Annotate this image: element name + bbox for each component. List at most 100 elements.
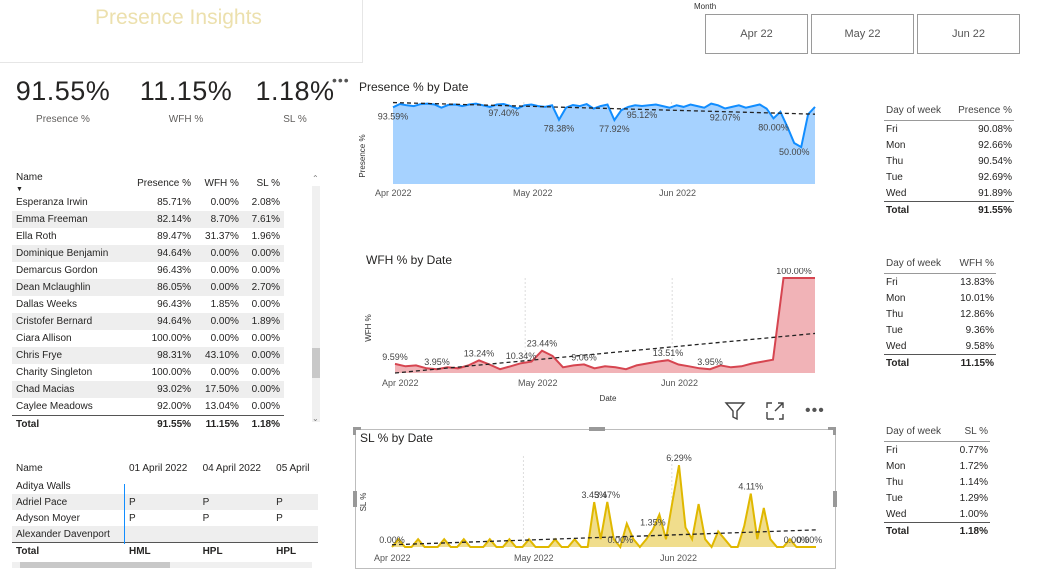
- matrix-cell: Alexander Davenport: [12, 526, 125, 543]
- dow-cell: Mon: [886, 460, 906, 472]
- hscrollbar-thumb[interactable]: [20, 562, 170, 568]
- matrix-header-name[interactable]: Name: [16, 462, 43, 474]
- employee-row[interactable]: Cristofer Bernard 94.64% 0.00% 1.89%: [12, 313, 284, 330]
- scroll-down-icon[interactable]: ⌄: [312, 414, 319, 423]
- employee-row[interactable]: Demarcus Gordon 96.43% 0.00% 0.00%: [12, 262, 284, 279]
- dow-wfh-header-value[interactable]: WFH %: [951, 253, 996, 274]
- employee-row[interactable]: Caylee Meadows 92.00% 13.04% 0.00%: [12, 398, 284, 416]
- dow-total-cell: 1.18%: [952, 522, 990, 539]
- dow-row[interactable]: Fri 90.08%: [884, 121, 1014, 138]
- resize-handle-top[interactable]: [589, 427, 605, 431]
- employee-cell: 0.00%: [210, 367, 239, 378]
- matrix-row[interactable]: Adyson Moyer P P P: [12, 510, 318, 526]
- scroll-up-icon[interactable]: ⌃: [312, 174, 319, 183]
- dow-sl-header-value[interactable]: SL %: [952, 421, 990, 442]
- employee-row[interactable]: Chad Macias 93.02% 17.50% 0.00%: [12, 381, 284, 398]
- employee-row[interactable]: Dean Mclaughlin 86.05% 0.00% 2.70%: [12, 279, 284, 296]
- employee-cell: 13.04%: [205, 401, 239, 412]
- employee-row[interactable]: Dallas Weeks 96.43% 1.85% 0.00%: [12, 296, 284, 313]
- more-options-icon[interactable]: •••: [805, 402, 825, 419]
- chart-data-label: 1.35%: [640, 517, 666, 527]
- col-header-name[interactable]: Name ▼: [16, 172, 43, 193]
- matrix-row[interactable]: Alexander Davenport: [12, 526, 318, 543]
- dow-cell: Thu: [886, 476, 904, 488]
- dow-cell: 1.29%: [959, 492, 988, 504]
- dow-row[interactable]: Mon 10.01%: [884, 290, 996, 306]
- chart-presence-title: Presence % by Date: [359, 80, 469, 94]
- employee-cell: 94.64%: [125, 313, 196, 330]
- chart-presence[interactable]: Presence % 93.59% 97.40% 78.38% 77.92% 95.12…: [355, 96, 825, 208]
- dow-row[interactable]: Thu 1.14%: [884, 474, 990, 490]
- dow-wfh-header-day[interactable]: Day of week: [884, 253, 952, 274]
- matrix-row[interactable]: Adriel Pace P P P: [12, 494, 318, 510]
- dow-sl-table: Day of week SL % Fri 0.77% Mon 1.72% Thu 1.14…: [884, 421, 990, 539]
- employee-row[interactable]: Dominique Benjamin 94.64% 0.00% 0.00%: [12, 245, 284, 262]
- dow-total-cell: 11.15%: [951, 354, 996, 371]
- dow-cell: Mon: [886, 292, 906, 304]
- matrix-header-date-1[interactable]: 01 April 2022: [128, 462, 188, 474]
- dow-row[interactable]: Wed 91.89%: [884, 185, 1014, 202]
- chart-data-label: 13.51%: [653, 348, 684, 358]
- matrix-total-cell: HML: [124, 542, 199, 559]
- matrix-cell: P: [272, 494, 318, 510]
- matrix-header-date-3[interactable]: 05 April: [276, 462, 310, 474]
- col-header-sl[interactable]: SL %: [256, 177, 280, 189]
- resize-handle-tr[interactable]: [828, 427, 836, 435]
- employee-cell: 0.00%: [251, 333, 280, 344]
- month-option-apr[interactable]: Apr 22: [705, 14, 808, 54]
- matrix-header-date-2[interactable]: 04 April 2022: [202, 462, 261, 474]
- col-header-wfh[interactable]: WFH %: [204, 177, 239, 189]
- dow-presence-header-day[interactable]: Day of week: [884, 100, 950, 121]
- dow-total-cell: Total: [884, 201, 950, 218]
- employee-row[interactable]: Ella Roth 89.47% 31.37% 1.96%: [12, 228, 284, 245]
- chart-sl[interactable]: SL % 0.00% 3.45%3.47% 0.00% 1.35% 6.29% 4.11%…: [356, 446, 834, 568]
- resize-handle-right[interactable]: [833, 491, 837, 507]
- resize-handle-tl[interactable]: [353, 427, 361, 435]
- employee-row[interactable]: Ciara Allison 100.00% 0.00% 0.00%: [12, 330, 284, 347]
- filter-icon[interactable]: [724, 400, 746, 427]
- scrollbar-thumb[interactable]: [312, 348, 320, 378]
- dow-row[interactable]: Fri 0.77%: [884, 442, 990, 459]
- dow-row[interactable]: Wed 1.00%: [884, 506, 990, 523]
- employee-cell: 93.02%: [125, 381, 196, 398]
- dow-cell: 90.08%: [978, 123, 1012, 135]
- matrix-cell: [198, 526, 273, 543]
- employee-row[interactable]: Charity Singleton 100.00% 0.00% 0.00%: [12, 364, 284, 381]
- employee-row[interactable]: Chris Frye 98.31% 43.10% 0.00%: [12, 347, 284, 364]
- focus-mode-icon[interactable]: [764, 400, 786, 427]
- matrix-cell: [124, 526, 199, 543]
- dow-row[interactable]: Wed 9.58%: [884, 338, 996, 355]
- employee-row[interactable]: Emma Freeman 82.14% 8.70% 7.61%: [12, 211, 284, 228]
- employee-cell: 96.43%: [157, 265, 192, 276]
- dow-row[interactable]: Tue 1.29%: [884, 490, 990, 506]
- col-header-presence[interactable]: Presence %: [137, 177, 192, 189]
- employee-cell: Dallas Weeks: [16, 299, 77, 310]
- dow-row[interactable]: Thu 90.54%: [884, 153, 1014, 169]
- month-option-jun[interactable]: Jun 22: [917, 14, 1020, 54]
- dow-row[interactable]: Tue 92.69%: [884, 169, 1014, 185]
- employee-cell: 85.71%: [157, 197, 192, 208]
- dow-row[interactable]: Mon 92.66%: [884, 137, 1014, 153]
- employee-total-cell: Total: [12, 415, 126, 433]
- chart-wfh[interactable]: WFH % 9.59% 3.95% 13.24% 10.34% 23.44% 9.06% 1…: [355, 268, 825, 404]
- more-options-icon[interactable]: •••: [332, 72, 350, 88]
- chart-data-label: 9.06%: [571, 352, 597, 362]
- dow-row[interactable]: Mon 1.72%: [884, 458, 990, 474]
- employee-row[interactable]: Esperanza Irwin 85.71% 0.00% 2.08%: [12, 194, 284, 211]
- matrix-hscrollbar[interactable]: [12, 562, 312, 568]
- sl-xtick-may: May 2022: [514, 553, 554, 563]
- month-option-may[interactable]: May 22: [811, 14, 914, 54]
- dow-row[interactable]: Fri 13.83%: [884, 274, 996, 291]
- table-scrollbar[interactable]: [312, 186, 320, 422]
- presence-ylabel: Presence %: [358, 134, 367, 177]
- dow-row[interactable]: Tue 9.36%: [884, 322, 996, 338]
- dow-presence-header-value[interactable]: Presence %: [949, 100, 1014, 121]
- dow-total-cell: Total: [884, 354, 952, 371]
- dow-cell: Mon: [886, 139, 906, 151]
- matrix-row[interactable]: Aditya Walls: [12, 478, 318, 494]
- dow-sl-header-day[interactable]: Day of week: [884, 421, 953, 442]
- dow-row[interactable]: Thu 12.86%: [884, 306, 996, 322]
- resize-handle-left[interactable]: [353, 491, 357, 507]
- sl-xtick-apr: Apr 2022: [374, 553, 411, 563]
- employee-cell: Cristofer Bernard: [12, 313, 126, 330]
